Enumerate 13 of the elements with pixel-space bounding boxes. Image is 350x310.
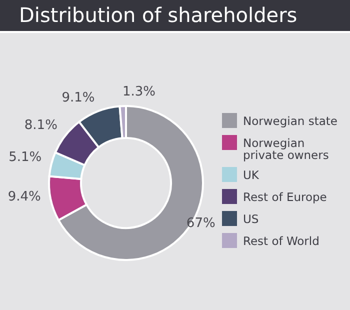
data-label: 1.3% xyxy=(122,84,156,100)
data-label: 9.4% xyxy=(8,189,41,204)
legend-label: Norwegian private owners xyxy=(243,136,330,162)
legend-label: Rest of Europe xyxy=(243,190,327,204)
legend-label: Norwegian state xyxy=(243,114,338,128)
data-label: 67% xyxy=(186,216,216,231)
data-label: 8.1% xyxy=(24,118,58,133)
chart-title: Distribution of shareholders xyxy=(0,0,350,33)
legend-label: US xyxy=(243,212,259,226)
data-label: 5.1% xyxy=(8,150,42,166)
legend-label: UK xyxy=(243,168,259,182)
legend-label: Rest of World xyxy=(243,234,320,248)
data-label: 9.1% xyxy=(62,90,95,106)
